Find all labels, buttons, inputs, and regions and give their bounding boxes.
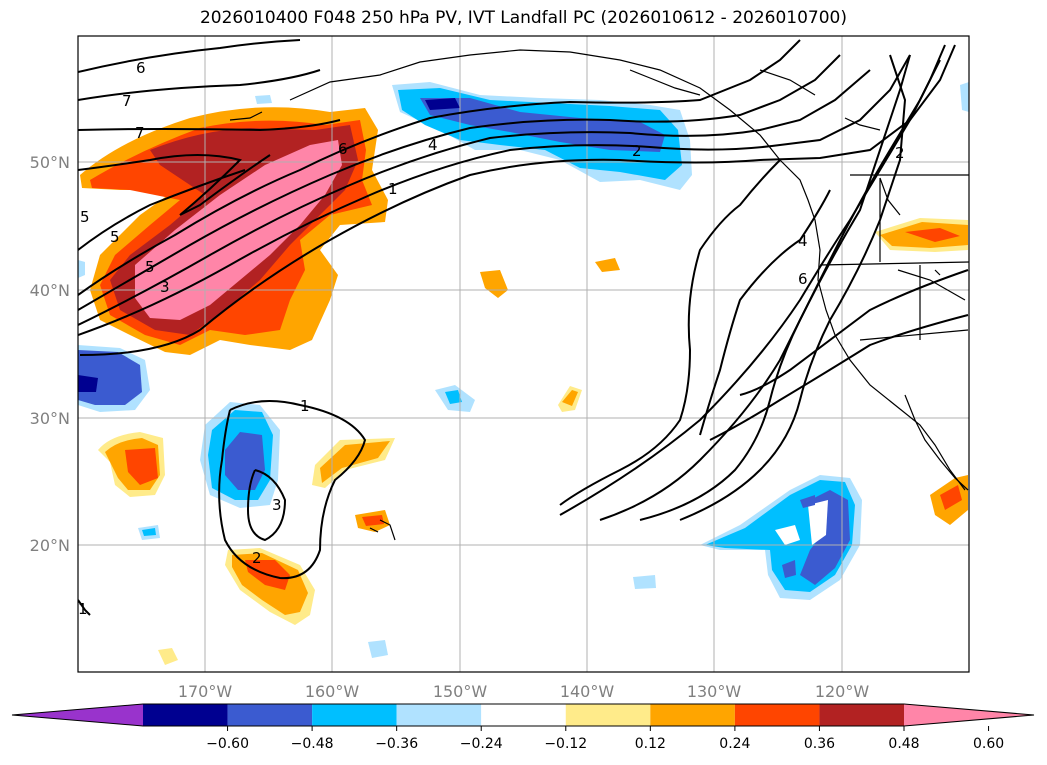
contour-label: 5 xyxy=(80,208,90,226)
colorbar-segment xyxy=(227,704,313,726)
colorbar-tick-label: −0.24 xyxy=(460,736,503,752)
pv-positive-small-blobs xyxy=(98,218,968,665)
colorbar-tick-label: 0.36 xyxy=(804,736,835,752)
contour-label: 3 xyxy=(160,278,170,296)
contour-label: 2 xyxy=(252,549,262,567)
colorbar-segment xyxy=(650,704,735,726)
colorbar-tick-label: 0.60 xyxy=(973,736,1004,752)
colorbar-tick-label: −0.48 xyxy=(291,736,334,752)
longitude-labels: 170°W 160°W 150°W 140°W 130°W 120°W xyxy=(178,682,870,701)
contour-label: 4 xyxy=(798,232,808,250)
colorbar-tick-label: −0.12 xyxy=(544,736,587,752)
colorbar-extend-low xyxy=(12,704,143,726)
map-frame xyxy=(77,35,970,673)
lon-label: 160°W xyxy=(305,682,360,701)
pv-negative-southeast xyxy=(700,475,862,600)
lon-label: 130°W xyxy=(687,682,742,701)
colorbar-tick-label: −0.60 xyxy=(206,736,249,752)
colorbar-segment xyxy=(312,704,397,726)
lat-label: 40°N xyxy=(30,281,70,300)
contour-label: 2 xyxy=(632,142,642,160)
contour-label: 7 xyxy=(122,92,132,110)
contour-label: 4 xyxy=(428,136,438,154)
lon-label: 120°W xyxy=(815,682,870,701)
contour-label: 6 xyxy=(136,59,146,77)
colorbar-outline xyxy=(11,703,1035,727)
colorbar-tick-label: 0.48 xyxy=(888,736,919,752)
colorbar-segment xyxy=(565,704,651,726)
lon-label: 150°W xyxy=(433,682,488,701)
gridlines xyxy=(78,36,969,672)
lat-label: 50°N xyxy=(30,153,70,172)
colorbar-segment xyxy=(396,704,482,726)
pv-contours xyxy=(78,39,969,616)
contour-label: 5 xyxy=(145,258,155,276)
colorbar-tick-label: 0.24 xyxy=(719,736,750,752)
contour-label: 1 xyxy=(78,600,88,618)
contour-label: 3 xyxy=(272,496,282,514)
contour-label: 6 xyxy=(338,140,348,158)
colorbar-extend-high xyxy=(904,704,1034,726)
lon-label: 140°W xyxy=(560,682,615,701)
lon-label: 170°W xyxy=(178,682,233,701)
colorbar-tick-label: 0.12 xyxy=(635,736,666,752)
figure-title: 2026010400 F048 250 hPa PV, IVT Landfall… xyxy=(199,8,847,28)
contour-label: 5 xyxy=(110,228,120,246)
colorbar-segment xyxy=(481,704,566,726)
contour-label: 6 xyxy=(798,270,808,288)
map-content: 6 7 7 5 5 3 6 4 2 1 1 3 2 4 6 2 5 1 xyxy=(78,36,969,672)
contour-label: 7 xyxy=(135,124,145,142)
pv-negative-west-edge xyxy=(78,345,150,412)
colorbar: −0.60 −0.48 −0.36 −0.24 −0.12 0.12 0.24 0.36 0.4… xyxy=(11,703,1035,752)
contour-labels: 6 7 7 5 5 3 6 4 2 1 1 3 2 4 6 2 5 1 xyxy=(78,59,905,618)
contour-label: 1 xyxy=(300,397,310,415)
latitude-labels: 50°N 40°N 30°N 20°N xyxy=(30,153,70,555)
coastlines xyxy=(229,49,969,541)
pv-negative-small-blobs xyxy=(78,82,969,658)
colorbar-segment xyxy=(819,704,904,726)
pv-positive-anomaly-northwest xyxy=(80,107,388,355)
lat-label: 30°N xyxy=(30,409,70,428)
contour-label: 2 xyxy=(895,144,905,162)
colorbar-segment xyxy=(143,704,228,726)
colorbar-tick-label: −0.36 xyxy=(375,736,418,752)
colorbar-segment xyxy=(734,704,820,726)
contour-label: 1 xyxy=(388,180,398,198)
lat-label: 20°N xyxy=(30,536,70,555)
